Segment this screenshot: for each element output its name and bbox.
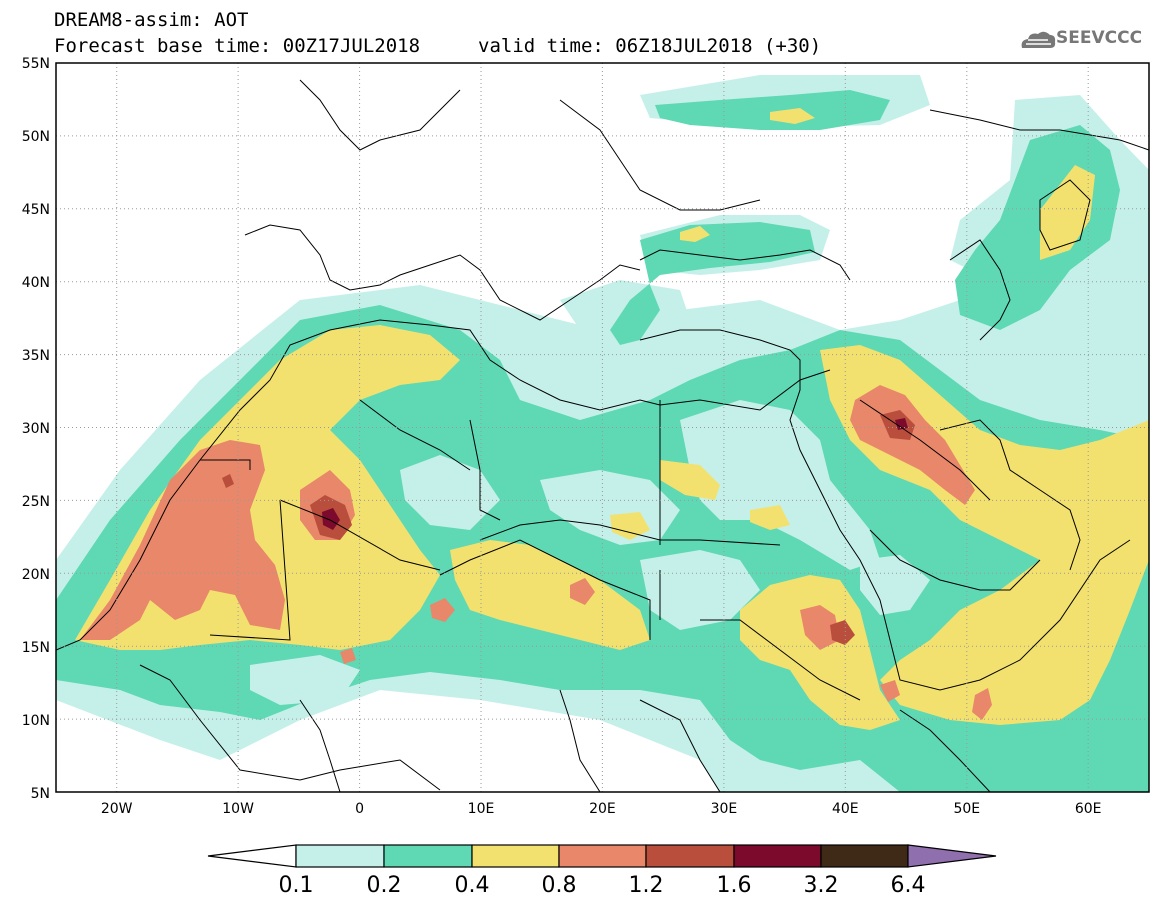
colorbar-swatch	[645, 844, 735, 868]
lat-label: 10N	[22, 713, 50, 729]
colorbar-label: 0.2	[367, 873, 402, 898]
colorbar-swatch	[295, 844, 385, 868]
colorbar-swatch	[383, 844, 473, 868]
colorbar-label: 1.2	[629, 873, 664, 898]
valid-time: valid time: 06Z18JUL2018 (+30)	[478, 35, 822, 57]
colorbar-label: 0.4	[455, 873, 490, 898]
lat-label: 35N	[22, 348, 50, 364]
colorbar-label: 6.4	[891, 873, 926, 898]
colorbar-swatch	[558, 844, 647, 868]
lon-label: 40E	[832, 801, 859, 817]
lon-label: 50E	[953, 801, 980, 817]
lat-label: 25N	[22, 494, 50, 510]
colorbar-swatch	[471, 844, 560, 868]
lon-label: 20W	[101, 801, 133, 817]
lat-label: 50N	[22, 129, 50, 145]
colorbar-label: 0.8	[542, 873, 577, 898]
colorbar-swatch	[733, 844, 822, 868]
colorbar	[207, 844, 997, 868]
lat-label: 5N	[31, 786, 50, 802]
map-title: DREAM8-assim: AOT	[54, 9, 249, 31]
colorbar-label: 3.2	[804, 873, 839, 898]
logo-text: SEEVCCC	[1056, 28, 1143, 48]
cloud-icon	[1021, 31, 1056, 48]
colorbar-left-arrow	[207, 844, 297, 868]
colorbar-label: 1.6	[717, 873, 752, 898]
lon-label: 30E	[711, 801, 738, 817]
colorbar-label: 0.1	[279, 873, 314, 898]
lat-label: 15N	[22, 640, 50, 656]
lat-label: 30N	[22, 421, 50, 437]
lat-label: 40N	[22, 275, 50, 291]
lat-label: 45N	[22, 202, 50, 218]
lon-label: 10E	[468, 801, 495, 817]
lat-label: 20N	[22, 567, 50, 583]
lon-label: 20E	[589, 801, 616, 817]
lon-label: 10W	[222, 801, 254, 817]
lon-label: 60E	[1075, 801, 1102, 817]
colorbar-right-arrow	[907, 844, 997, 868]
map-frame	[55, 62, 1150, 793]
forecast-base-time: Forecast base time: 00Z17JUL2018	[54, 35, 421, 57]
colorbar-swatch	[820, 844, 909, 868]
lon-label: 0	[355, 801, 364, 817]
lat-label: 55N	[22, 56, 50, 72]
